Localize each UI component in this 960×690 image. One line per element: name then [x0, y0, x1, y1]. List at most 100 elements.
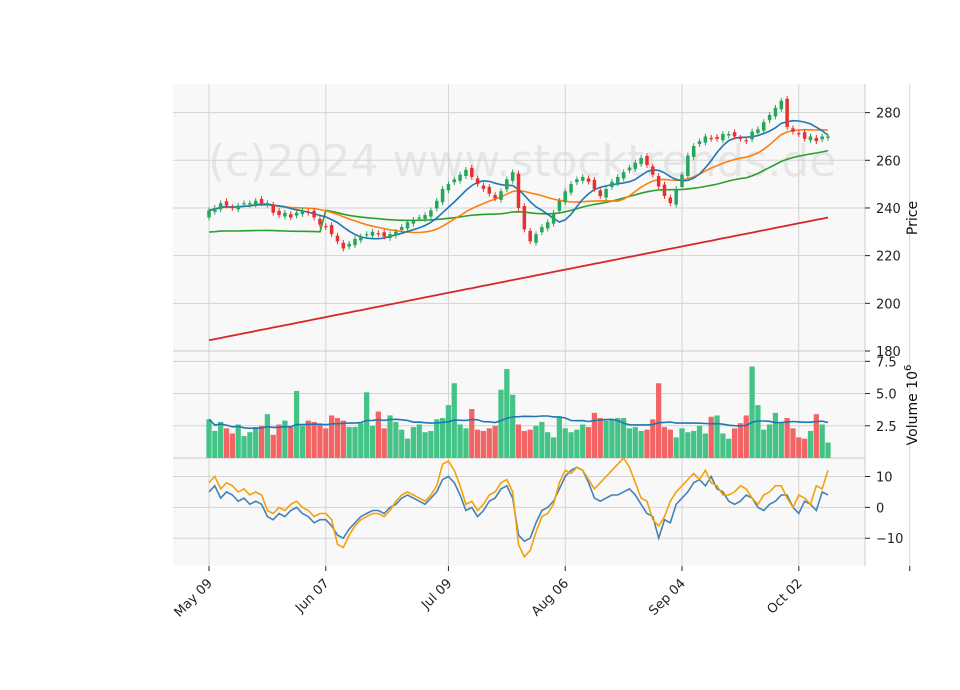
- volume-bar: [428, 430, 434, 458]
- volume-bar: [393, 421, 399, 458]
- volume-bar: [527, 429, 533, 458]
- candle-body: [534, 234, 538, 243]
- candle-body: [797, 133, 801, 135]
- candle-body: [522, 206, 527, 230]
- volume-bar: [416, 424, 422, 458]
- volume-tick-label: 2.5: [876, 420, 897, 435]
- candle-body: [218, 203, 223, 210]
- candle-body: [312, 210, 316, 218]
- volume-bar: [609, 419, 615, 458]
- x-tick-label: May 09: [172, 576, 216, 620]
- volume-bar: [656, 383, 662, 458]
- candle-body: [767, 114, 772, 121]
- candle-body: [335, 235, 340, 242]
- volume-bar: [574, 429, 580, 458]
- candle-body: [598, 190, 603, 197]
- x-tick-label: Oct 02: [765, 576, 806, 617]
- volume-bar: [399, 429, 405, 458]
- volume-bar: [340, 420, 346, 458]
- volume-bar: [772, 412, 779, 458]
- volume-bar: [258, 425, 265, 458]
- price-tick-label: 260: [876, 154, 901, 169]
- candle-body: [300, 210, 305, 215]
- candle-body: [627, 167, 632, 171]
- candle-body: [464, 169, 468, 177]
- candle-body: [341, 242, 346, 249]
- candle-body: [551, 212, 556, 224]
- volume-bar: [364, 392, 370, 458]
- volume-bar: [813, 414, 819, 458]
- volume-bar: [755, 405, 761, 458]
- volume-bar: [650, 419, 656, 458]
- y-axis-ticks: 180 200 220 240 260 280 2.5 5.0 7.5 10 0 −10: [865, 107, 903, 547]
- candle-body: [329, 225, 334, 235]
- candle-body: [370, 231, 375, 236]
- volume-bar: [270, 434, 276, 458]
- candle-body: [802, 132, 807, 139]
- candle-body: [744, 140, 748, 142]
- candle-body: [668, 197, 673, 204]
- volume-axis-label: Volume 10: [905, 371, 921, 445]
- candle-body: [277, 210, 281, 216]
- volume-bar: [702, 433, 708, 458]
- price-tick-label: 280: [876, 107, 901, 122]
- candle-body: [434, 200, 439, 209]
- candle-body: [604, 188, 608, 198]
- volume-bar: [492, 425, 498, 458]
- volume-bar: [603, 420, 609, 458]
- candle-body: [545, 222, 550, 229]
- candle-body: [487, 186, 492, 194]
- candle-body: [458, 174, 462, 181]
- volume-bar: [422, 432, 428, 458]
- x-tick-label: Sep 04: [646, 576, 689, 619]
- candle-body: [429, 210, 433, 217]
- volume-bar: [737, 423, 744, 458]
- candle-body: [516, 173, 521, 208]
- candle-body: [569, 184, 573, 193]
- candle-body: [750, 131, 754, 140]
- volume-bar: [591, 412, 598, 458]
- candle-body: [756, 129, 760, 134]
- volume-bar: [375, 411, 381, 458]
- volume-bar: [346, 427, 352, 458]
- candle-body: [248, 203, 252, 205]
- candle-body: [621, 172, 626, 179]
- candle-body: [732, 132, 737, 137]
- candle-body: [364, 234, 369, 236]
- volume-bar: [480, 430, 487, 458]
- candle-body: [213, 207, 217, 212]
- volume-bar: [218, 421, 224, 458]
- candle-body: [253, 200, 258, 205]
- candle-body: [586, 178, 591, 182]
- volume-bar: [206, 419, 212, 458]
- volume-bar: [585, 427, 592, 458]
- price-tick-label: 220: [876, 250, 901, 265]
- candle-body: [376, 233, 381, 235]
- volume-bar: [404, 438, 411, 458]
- candle-body: [639, 157, 643, 165]
- candle-body: [563, 191, 567, 203]
- candle-body: [230, 207, 235, 209]
- candle-body: [662, 184, 667, 197]
- volume-bar: [685, 432, 691, 458]
- candle-body: [791, 128, 795, 132]
- watermark: (c)2024 www.stocktrends.de: [208, 136, 836, 187]
- candle-body: [656, 176, 661, 187]
- candle-body: [703, 136, 708, 143]
- price-panel-bg: [173, 84, 865, 351]
- oscillator-lines: [208, 456, 829, 559]
- volume-bar: [282, 420, 288, 458]
- candle-body: [820, 136, 824, 140]
- x-tick-label: Jun 07: [292, 576, 332, 616]
- candle-body: [651, 166, 655, 175]
- volume-bar: [352, 427, 358, 458]
- candle-body: [726, 134, 731, 136]
- candle-body: [259, 198, 264, 204]
- candle-body: [592, 179, 597, 189]
- candle-body: [417, 217, 421, 219]
- candle-body: [294, 212, 299, 216]
- candle-body: [353, 238, 357, 246]
- volume-bar: [410, 427, 417, 458]
- volume-bar: [743, 415, 749, 458]
- volume-bar: [264, 414, 271, 458]
